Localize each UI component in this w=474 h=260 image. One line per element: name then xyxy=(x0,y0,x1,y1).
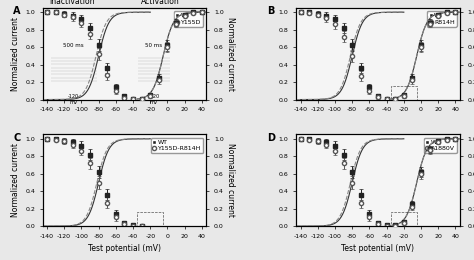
Y-axis label: Normalized current: Normalized current xyxy=(10,17,19,91)
Legend: WT, A1880V: WT, A1880V xyxy=(424,138,456,153)
Y-axis label: Normalized current: Normalized current xyxy=(10,143,19,217)
Y-axis label: Normalized current: Normalized current xyxy=(226,17,235,91)
Legend: WT, Y155D: WT, Y155D xyxy=(174,11,203,27)
X-axis label: Test potential (mV): Test potential (mV) xyxy=(341,244,414,254)
Text: C: C xyxy=(13,133,20,142)
X-axis label: Test potential (mV): Test potential (mV) xyxy=(88,244,161,254)
Text: A: A xyxy=(13,6,21,16)
Text: Activation: Activation xyxy=(141,0,180,6)
Text: D: D xyxy=(267,133,275,142)
Text: B: B xyxy=(267,6,274,16)
Legend: WT, Y155D-R814H: WT, Y155D-R814H xyxy=(151,138,203,153)
Legend: WT, R814H: WT, R814H xyxy=(427,11,456,27)
Text: Inactivation: Inactivation xyxy=(49,0,95,6)
Y-axis label: Normalized current: Normalized current xyxy=(226,143,235,217)
